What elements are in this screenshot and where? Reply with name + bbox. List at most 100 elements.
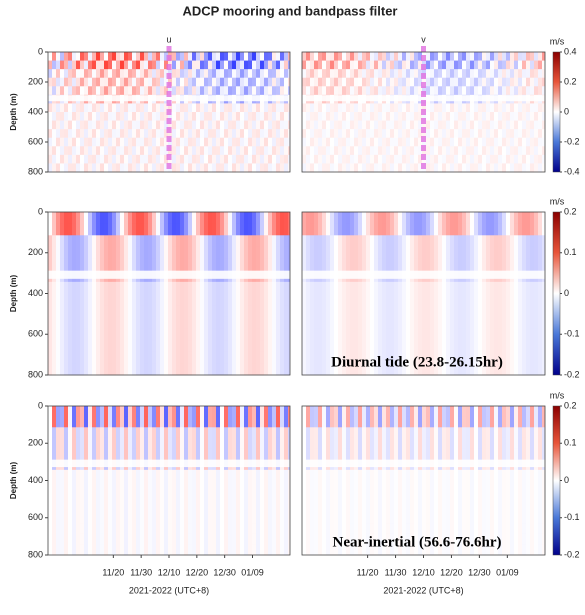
heatmap-cell (418, 212, 422, 224)
heatmap-cell (310, 235, 314, 247)
heatmap-cell (510, 121, 514, 130)
heatmap-cell (326, 491, 330, 502)
heatmap-cell (494, 103, 498, 112)
heatmap-cell (168, 523, 172, 534)
heatmap-cell (454, 305, 458, 317)
heatmap-cell (534, 340, 538, 352)
heatmap-cell (410, 438, 414, 449)
heatmap-cell (104, 523, 108, 534)
heatmap-cell (76, 69, 80, 78)
heatmap-cell (394, 305, 398, 317)
heatmap-cell (156, 69, 160, 78)
heatmap-cell (208, 340, 212, 352)
heatmap-cell (220, 491, 224, 502)
heatmap-cell (176, 417, 180, 428)
heatmap-cell (454, 328, 458, 340)
heatmap-cell (148, 121, 152, 130)
heatmap-cell (334, 427, 338, 438)
heatmap-cell (406, 224, 410, 236)
heatmap-cell (334, 224, 338, 236)
heatmap-cell (434, 340, 438, 352)
heatmap-cell (362, 481, 366, 492)
heatmap-cell (100, 502, 104, 513)
heatmap-cell (470, 155, 474, 164)
heatmap-cell (314, 305, 318, 317)
heatmap-cell (88, 544, 92, 555)
heatmap-cell (458, 449, 462, 460)
heatmap-cell (96, 363, 100, 375)
heatmap-cell (192, 406, 196, 417)
heatmap-cell (252, 449, 256, 460)
heatmap-cell (466, 212, 470, 224)
heatmap-cell (244, 121, 248, 130)
heatmap-cell (228, 502, 232, 513)
heatmap-cell (446, 449, 450, 460)
heatmap-cell (422, 259, 426, 271)
heatmap-cell (240, 523, 244, 534)
heatmap-cell (156, 328, 160, 340)
heatmap-cell (240, 305, 244, 317)
heatmap-cell (56, 438, 60, 449)
heatmap-cell (434, 112, 438, 121)
heatmap-cell (120, 112, 124, 121)
heatmap-cell (426, 406, 430, 417)
heatmap-cell (72, 352, 76, 364)
heatmap-cell (334, 282, 338, 294)
heatmap-cell (334, 449, 338, 460)
heatmap-cell (240, 282, 244, 294)
heatmap-cell (140, 502, 144, 513)
heatmap-cell (338, 235, 342, 247)
heatmap-cell (522, 317, 526, 329)
heatmap-cell (422, 282, 426, 294)
heatmap-cell (350, 235, 354, 247)
heatmap-cell (414, 282, 418, 294)
heatmap-cell (156, 155, 160, 164)
heatmap-cell (248, 317, 252, 329)
heatmap-cell (220, 235, 224, 247)
heatmap-cell (398, 163, 402, 172)
heatmap-cell (362, 406, 366, 417)
heatmap-cell (366, 78, 370, 87)
heatmap-cell (466, 417, 470, 428)
heatmap-cell (514, 352, 518, 364)
heatmap-cell (418, 235, 422, 247)
heatmap-cell (494, 259, 498, 271)
heatmap-cell (354, 146, 358, 155)
heatmap-cell (454, 61, 458, 70)
heatmap-cell (362, 61, 366, 70)
heatmap-cell (366, 491, 370, 502)
heatmap-cell (256, 427, 260, 438)
heatmap-cell (284, 78, 288, 87)
heatmap-cell (212, 259, 216, 271)
heatmap-cell (358, 163, 362, 172)
heatmap-cell (256, 224, 260, 236)
heatmap-cell (48, 340, 52, 352)
heatmap-cell (48, 138, 52, 147)
heatmap-cell (172, 328, 176, 340)
heatmap-cell (104, 69, 108, 78)
heatmap-cell (192, 481, 196, 492)
heatmap-cell (244, 352, 248, 364)
figure-title: ADCP mooring and bandpass filter (182, 3, 397, 18)
heatmap-cell (310, 427, 314, 438)
heatmap-cell (342, 103, 346, 112)
heatmap-cell (502, 163, 506, 172)
heatmap-cell (92, 103, 96, 112)
heatmap-cell (276, 259, 280, 271)
heatmap-cell (514, 52, 518, 61)
heatmap-cell (446, 294, 450, 306)
heatmap-cell (442, 224, 446, 236)
heatmap-cell (350, 427, 354, 438)
heatmap-cell (180, 282, 184, 294)
heatmap-cell (132, 155, 136, 164)
heatmap-cell (398, 121, 402, 130)
heatmap-cell (442, 247, 446, 259)
heatmap-cell (96, 523, 100, 534)
heatmap-cell (120, 69, 124, 78)
heatmap-cell (450, 86, 454, 95)
heatmap-cell (216, 427, 220, 438)
heatmap-cell (466, 163, 470, 172)
heatmap-cell (330, 52, 334, 61)
heatmap-cell (534, 212, 538, 224)
heatmap-cell (362, 305, 366, 317)
